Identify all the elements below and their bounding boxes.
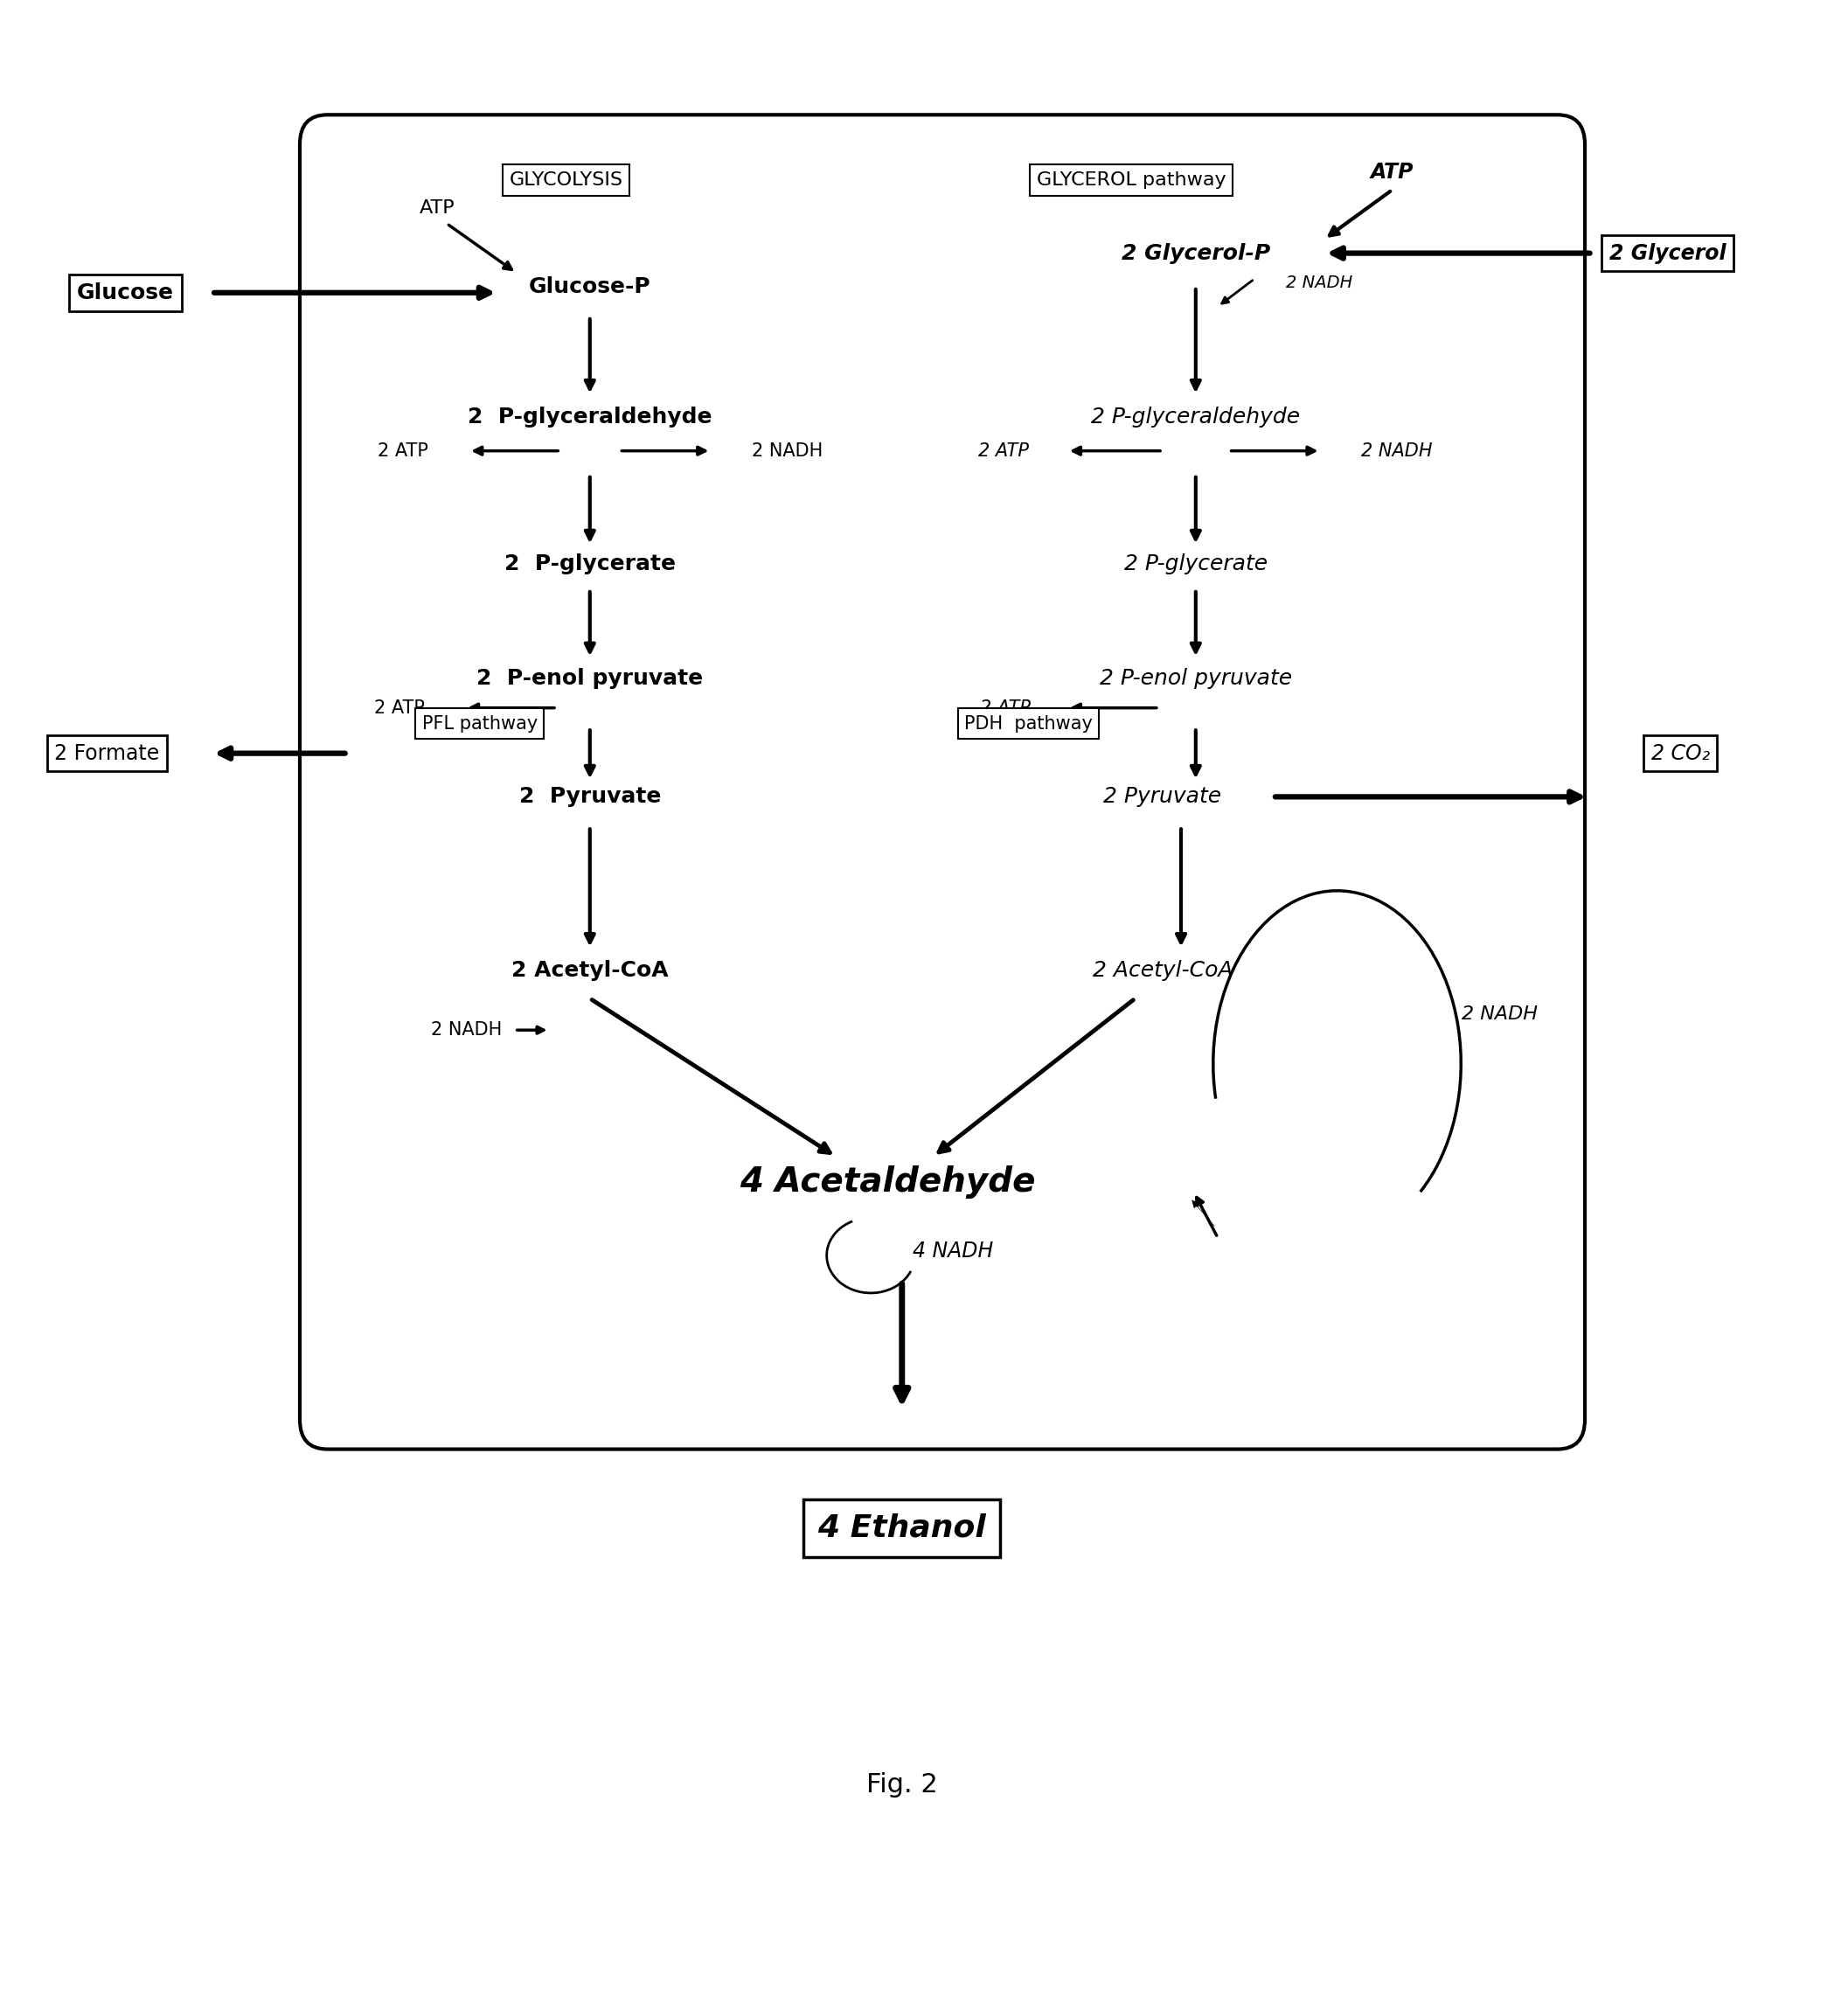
- Text: 2 Pyruvate: 2 Pyruvate: [1103, 786, 1222, 808]
- Text: 4 Acetaldehyde: 4 Acetaldehyde: [739, 1166, 1035, 1199]
- Text: 2 P-glycerate: 2 P-glycerate: [1124, 553, 1268, 575]
- Text: 4 Ethanol: 4 Ethanol: [817, 1514, 987, 1543]
- Text: Glucose-P: Glucose-P: [529, 276, 650, 296]
- Text: 2  P-glyceraldehyde: 2 P-glyceraldehyde: [468, 408, 711, 428]
- Text: 2 NADH: 2 NADH: [1286, 274, 1353, 290]
- Text: 2 P-enol pyruvate: 2 P-enol pyruvate: [1100, 668, 1292, 688]
- FancyBboxPatch shape: [299, 115, 1586, 1450]
- Text: GLYCEROL pathway: GLYCEROL pathway: [1037, 171, 1225, 189]
- Text: 2 Glycerol: 2 Glycerol: [1610, 243, 1726, 265]
- Text: PFL pathway: PFL pathway: [421, 714, 538, 732]
- Text: 2 NADH: 2 NADH: [1360, 442, 1432, 459]
- Text: 2 CO₂: 2 CO₂: [1650, 742, 1709, 764]
- Text: 4 NADH: 4 NADH: [913, 1241, 994, 1261]
- Text: 2 ATP: 2 ATP: [373, 698, 425, 716]
- Text: 2 P-glyceraldehyde: 2 P-glyceraldehyde: [1090, 408, 1301, 428]
- Text: 2  Pyruvate: 2 Pyruvate: [519, 786, 662, 808]
- Text: Glucose: Glucose: [78, 282, 174, 302]
- Text: 2 NADH: 2 NADH: [431, 1020, 503, 1038]
- Text: PDH  pathway: PDH pathway: [965, 714, 1092, 732]
- Text: 2  P-enol pyruvate: 2 P-enol pyruvate: [477, 668, 702, 688]
- Text: 2 NADH: 2 NADH: [1462, 1006, 1538, 1022]
- Text: 2  P-glycerate: 2 P-glycerate: [505, 553, 676, 575]
- Text: 2 Formate: 2 Formate: [54, 742, 159, 764]
- Text: 2 Glycerol-P: 2 Glycerol-P: [1122, 243, 1270, 265]
- Text: 2 ATP: 2 ATP: [979, 698, 1031, 716]
- Text: ATP: ATP: [1371, 161, 1414, 183]
- Text: ATP: ATP: [419, 199, 455, 217]
- Text: GLYCOLYSIS: GLYCOLYSIS: [510, 171, 623, 189]
- Text: Fig. 2: Fig. 2: [867, 1772, 937, 1798]
- Text: 2 NADH: 2 NADH: [752, 442, 822, 459]
- Text: 2 ATP: 2 ATP: [377, 442, 429, 459]
- Text: 2 ATP: 2 ATP: [978, 442, 1029, 459]
- Text: 2 Acetyl-CoA: 2 Acetyl-CoA: [1092, 961, 1233, 981]
- Text: 2 Acetyl-CoA: 2 Acetyl-CoA: [512, 961, 669, 981]
